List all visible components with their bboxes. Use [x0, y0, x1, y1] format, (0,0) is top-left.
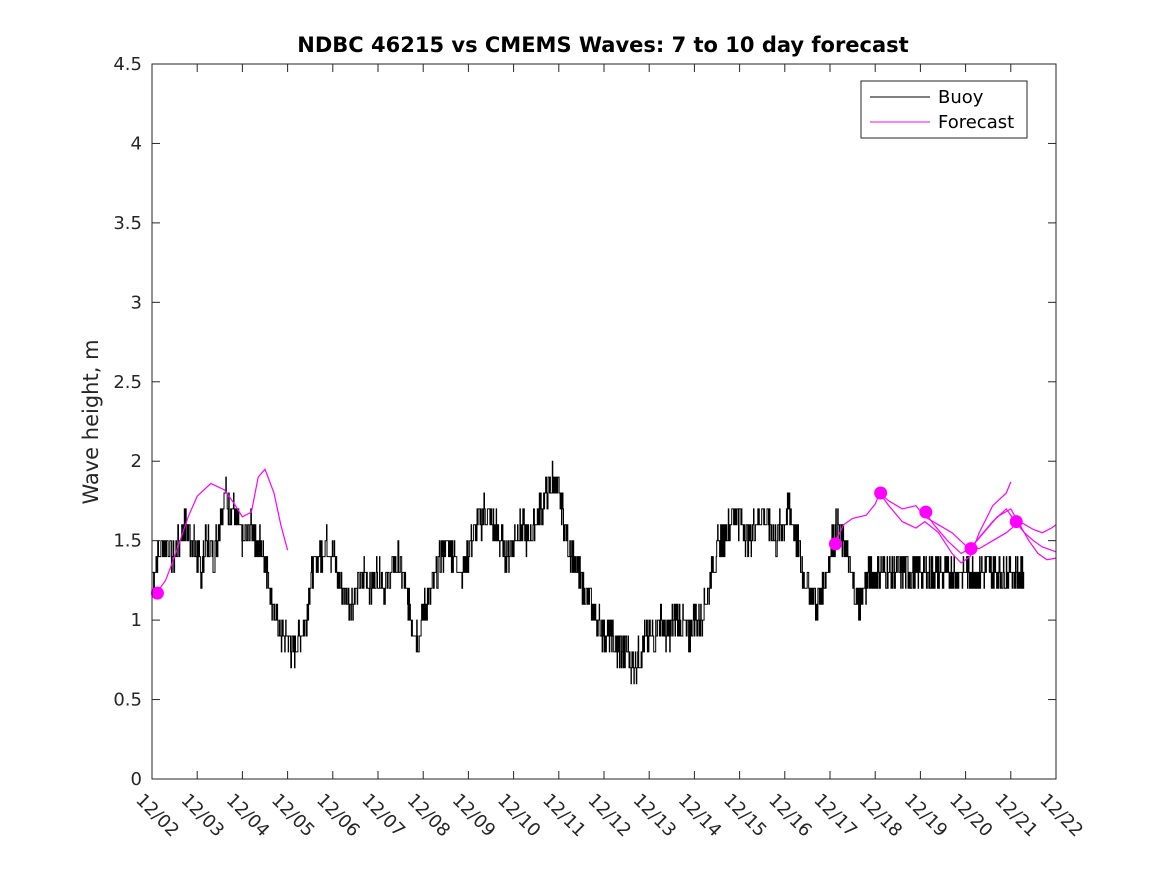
- y-tick-label: 1.5: [113, 531, 142, 552]
- forecast-series-line-3: [879, 481, 1012, 564]
- y-axis-label: Wave height, m: [79, 339, 103, 504]
- y-tick-label: 3.5: [113, 213, 142, 234]
- forecast-start-marker: [828, 537, 842, 551]
- axes-box: [151, 63, 1057, 780]
- forecast-series-line-5: [969, 507, 1057, 553]
- buoy-series-line: [152, 460, 1025, 685]
- plot-area: [150, 460, 1057, 685]
- y-tick-label: 0: [131, 769, 142, 790]
- y-tick-label: 3: [131, 292, 142, 313]
- legend-forecast-label: Forecast: [938, 112, 1014, 133]
- forecast-start-marker: [150, 586, 164, 600]
- chart-title: NDBC 46215 vs CMEMS Waves: 7 to 10 day f…: [297, 33, 908, 57]
- legend-box: [860, 80, 1028, 139]
- legend: Buoy Forecast: [860, 80, 1028, 139]
- y-tick-label: 4: [131, 133, 142, 154]
- y-tick-label: 2.5: [113, 372, 142, 393]
- y-tick-label: 2: [131, 451, 142, 472]
- legend-buoy-label: Buoy: [938, 87, 984, 108]
- y-tick-label: 0.5: [113, 690, 142, 711]
- forecast-start-marker: [919, 505, 933, 519]
- forecast-start-marker: [1009, 515, 1023, 529]
- forecast-start-marker: [964, 542, 978, 556]
- y-tick-label: 4.5: [113, 54, 142, 75]
- forecast-series-line-1: [156, 468, 289, 594]
- y-axis-ticks: 0 0.5 1 1.5 2 2.5 3 3.5 4 4.5: [113, 54, 1056, 790]
- forecast-series-line-2: [833, 491, 1057, 550]
- forecast-start-marker: [874, 486, 888, 500]
- y-tick-label: 1: [131, 610, 142, 631]
